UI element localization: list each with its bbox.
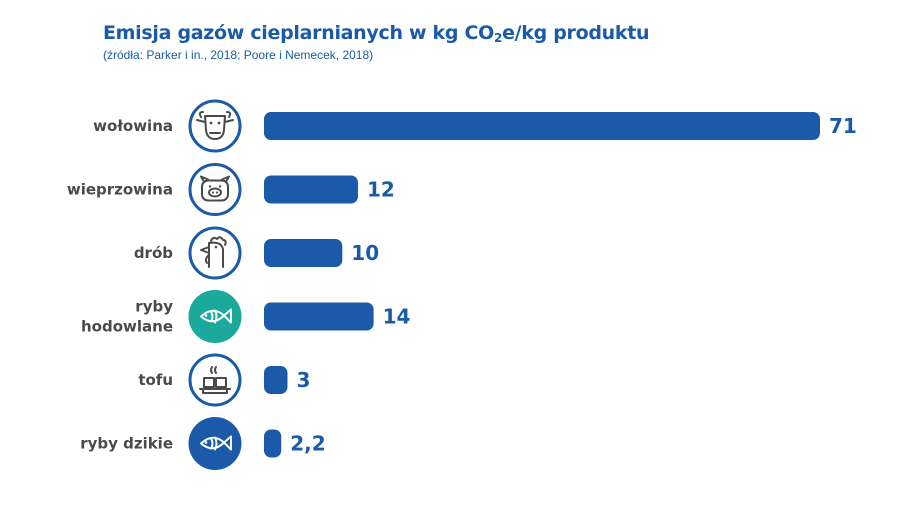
pig-icon — [188, 163, 242, 216]
title-subscript: 2 — [494, 31, 503, 45]
value-label: 3 — [296, 368, 310, 392]
category-label: ryby dzikie — [80, 435, 173, 453]
bar — [264, 429, 282, 458]
chart-title: Emisja gazów cieplarnianych w kg CO2e/kg… — [103, 22, 650, 45]
bar — [264, 239, 343, 267]
category-label: tofu — [138, 371, 173, 389]
title-end: e/kg produktu — [502, 22, 650, 44]
tofu-icon — [188, 353, 242, 407]
chart-subtitle: (źródła: Parker i in., 2018; Poore i Nem… — [103, 48, 374, 62]
cow-icon — [188, 99, 242, 153]
category-label: ryby hodowlane — [81, 298, 173, 336]
category-label: wieprzowina — [67, 181, 173, 199]
value-label: 71 — [829, 114, 857, 138]
title-main: Emisja gazów cieplarnianych w kg CO — [103, 22, 495, 44]
bar — [264, 366, 288, 394]
fish-icon — [188, 417, 242, 470]
bar — [264, 112, 820, 140]
value-label: 12 — [367, 178, 395, 202]
chicken-icon — [188, 226, 242, 280]
category-label: wołowina — [93, 117, 173, 135]
fish-icon — [188, 290, 242, 343]
bar — [264, 175, 358, 204]
value-label: 2,2 — [290, 432, 325, 456]
value-label: 10 — [351, 241, 379, 265]
value-label: 14 — [383, 305, 411, 329]
category-label: drób — [134, 244, 173, 262]
bar — [264, 302, 374, 331]
